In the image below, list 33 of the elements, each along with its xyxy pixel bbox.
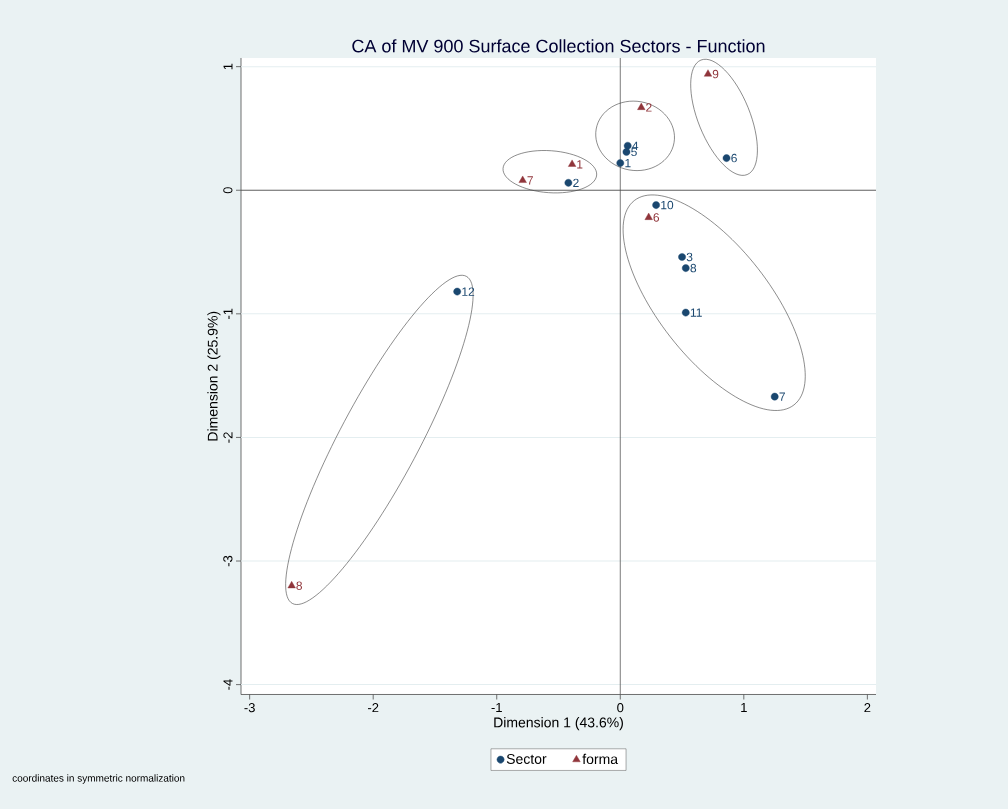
legend-label: Sector [506,753,547,764]
annotation: 1 [577,160,583,169]
y-tick-label: 1 [223,63,233,70]
y-axis-title: Dimension 2 (25.9%) [207,311,221,441]
x-tick-label: 2 [864,703,871,713]
annotation: 7 [527,176,533,185]
x-axis-title: Dimension 1 (43.6%) [494,717,623,731]
annotation: 8 [690,263,697,273]
y-tick-label: -3 [223,555,233,567]
y-tick-label: 0 [223,187,233,194]
x-tick-label: -1 [491,703,502,712]
x-tick-label: -2 [368,703,379,713]
annotation: 2 [573,178,579,188]
annotation: 12 [462,287,475,296]
annotation: 6 [653,213,660,222]
annotation: 2 [646,103,652,112]
x-tick-label: -3 [244,703,255,713]
legend-label: forma [582,753,619,765]
chart-title: CA of MV 900 Surface Collection Sectors - Function [352,39,765,53]
annotation: 10 [661,200,674,210]
text: coordinates in symmetric normalization [12,774,185,784]
annotation: 3 [686,252,693,262]
y-tick-label: -2 [223,432,233,443]
annotation: 11 [690,308,702,317]
annotation: 7 [779,392,785,401]
y-tick-label: -4 [223,679,233,690]
annotation: 9 [712,69,719,79]
annotation: 6 [731,153,737,163]
x-tick-label: 1 [741,703,747,712]
y-tick-label: -1 [223,308,233,320]
annotation: 8 [296,581,303,590]
annotation: 1 [625,158,631,168]
x-tick-label: 0 [617,703,624,713]
